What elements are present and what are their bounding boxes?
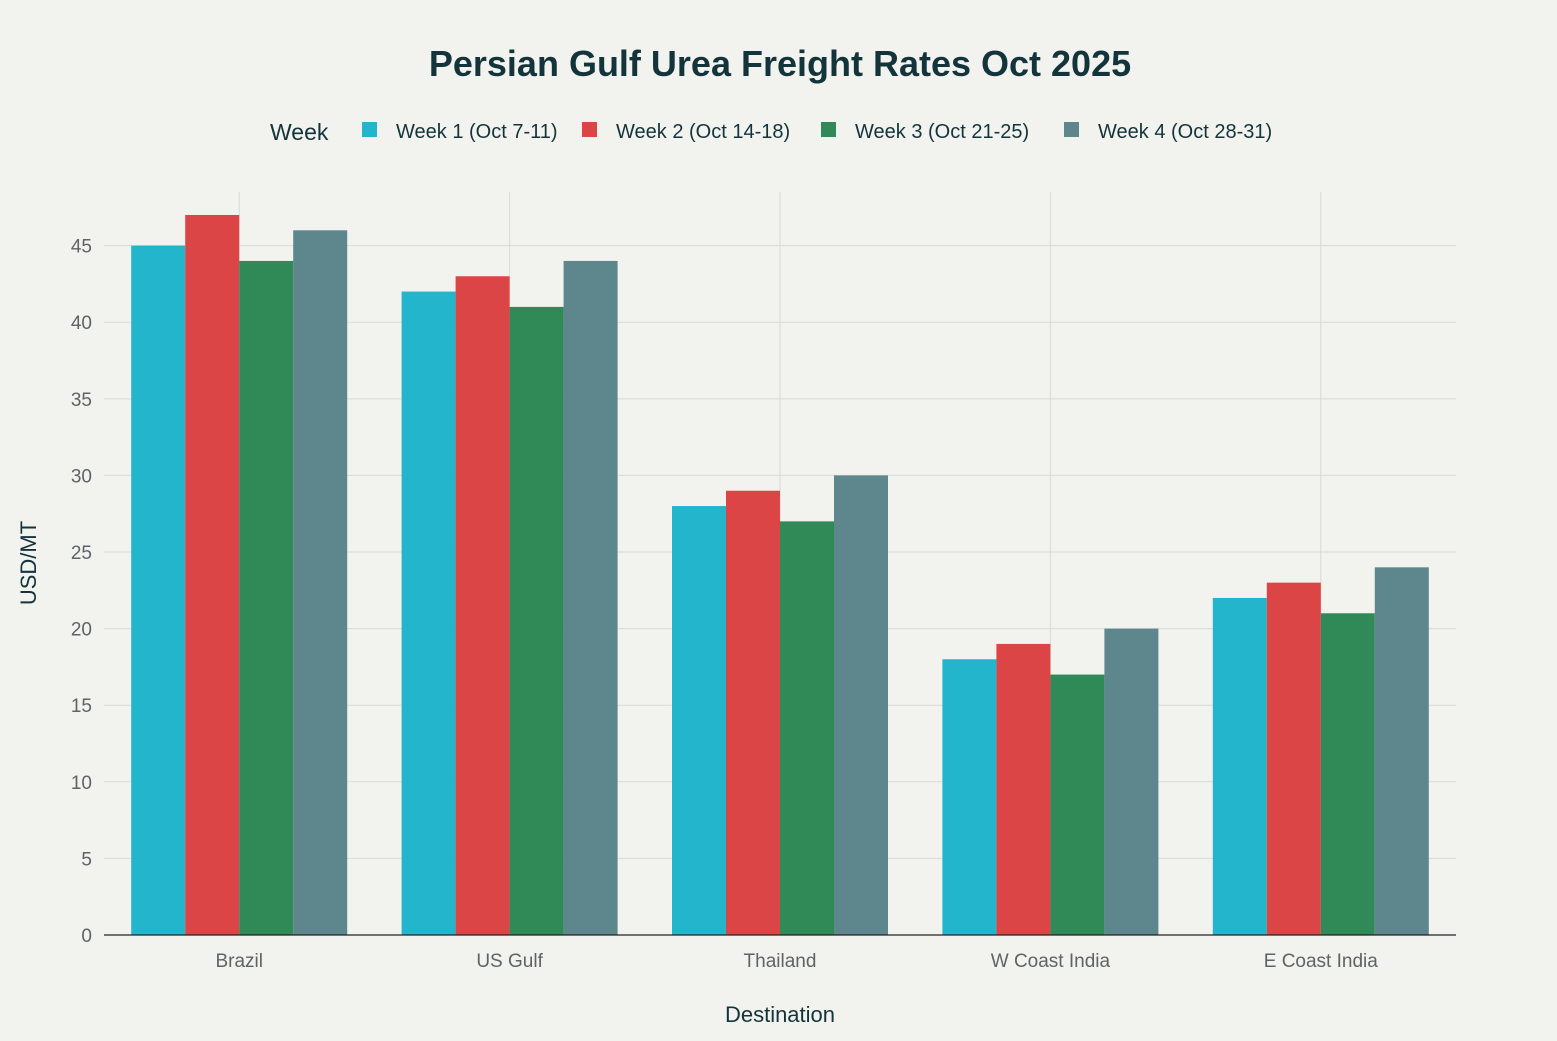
legend: Week Week 1 (Oct 7-11) Week 2 (Oct 14-18)… — [270, 119, 1272, 145]
bar — [401, 291, 456, 935]
y-tick-label: 5 — [81, 849, 92, 870]
bar — [563, 260, 618, 936]
y-tick-label: 30 — [71, 466, 92, 487]
bar — [455, 276, 510, 936]
axes: 0 5 10 15 20 25 30 35 40 45 Brazil US Gulf Thailand W… — [71, 237, 1456, 972]
x-tick-label: Thailand — [744, 951, 817, 972]
x-tick-label: W Coast India — [991, 951, 1111, 972]
bar — [293, 230, 348, 936]
bar — [1266, 582, 1321, 935]
bar — [1212, 597, 1267, 935]
x-axis-title: Destination — [725, 1002, 835, 1027]
chart-title: Persian Gulf Urea Freight Rates Oct 2025 — [429, 43, 1131, 84]
bar — [726, 490, 780, 935]
y-tick-label: 10 — [71, 773, 92, 794]
bar — [834, 475, 888, 935]
bar — [185, 214, 240, 936]
bar — [131, 245, 186, 936]
legend-label: Week 2 (Oct 14-18) — [616, 121, 790, 143]
y-tick-label: 20 — [71, 620, 92, 641]
bar — [942, 659, 997, 935]
bar — [239, 260, 294, 936]
legend-label: Week 3 (Oct 21-25) — [855, 121, 1029, 143]
y-axis-title: USD/MT — [16, 521, 41, 605]
x-tick-label: E Coast India — [1264, 951, 1378, 972]
y-tick-label: 25 — [71, 543, 92, 564]
bar — [996, 643, 1051, 935]
bar — [1050, 674, 1105, 935]
bar — [780, 521, 834, 935]
bar — [1374, 567, 1429, 935]
y-tick-label: 0 — [81, 926, 92, 947]
bar — [1104, 628, 1159, 935]
bars — [131, 214, 1429, 936]
bar — [1320, 613, 1375, 935]
legend-label: Week 1 (Oct 7-11) — [396, 121, 558, 143]
y-tick-label: 15 — [71, 696, 92, 717]
y-tick-label: 40 — [71, 313, 92, 334]
legend-label: Week 4 (Oct 28-31) — [1098, 121, 1272, 143]
x-tick-label: Brazil — [215, 951, 263, 972]
y-tick-label: 45 — [71, 237, 92, 258]
bar — [672, 506, 726, 935]
bar — [509, 306, 564, 935]
y-tick-label: 35 — [71, 390, 92, 411]
legend-swatch — [821, 122, 836, 137]
x-tick-label: US Gulf — [476, 951, 543, 972]
legend-title: Week — [270, 119, 329, 145]
legend-swatch — [362, 122, 377, 137]
legend-swatch — [1064, 122, 1079, 137]
legend-swatch — [582, 122, 597, 137]
